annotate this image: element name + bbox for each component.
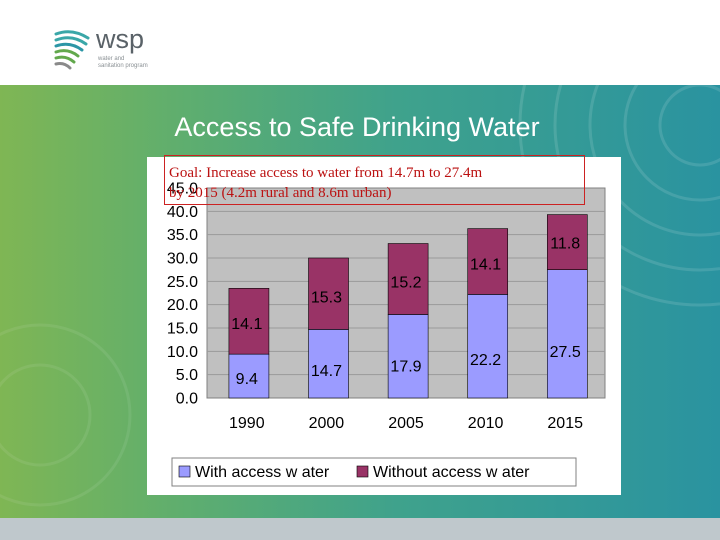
wsp-logo: wsp water and sanitation program (54, 26, 148, 70)
logo-tagline-2: sanitation program (98, 63, 148, 69)
legend-label-with-access: With access w ater (195, 464, 330, 481)
y-tick-label: 45.0 (167, 181, 198, 198)
y-tick-label: 25.0 (167, 274, 198, 291)
data-label-without-access: 15.3 (311, 289, 342, 306)
y-tick-label: 15.0 (167, 321, 198, 338)
bar-without-access (467, 228, 509, 295)
data-label-without-access: 11.8 (550, 236, 580, 253)
data-label-without-access: 14.1 (470, 256, 501, 273)
wave-icon (54, 30, 90, 70)
y-tick-label: 40.0 (167, 204, 198, 221)
y-tick-label: 0.0 (176, 391, 198, 408)
y-tick-label: 10.0 (167, 344, 198, 361)
chart-content: 0.0 5.0 10.0 15.0 20.0 25.0 30.0 35.0 40.0 45.0 9.… (167, 181, 606, 487)
data-label-with-access: 14.7 (311, 363, 342, 380)
x-tick-label: 2005 (388, 415, 424, 432)
slide-footer-bar (0, 518, 720, 540)
x-tick-label: 2015 (547, 415, 583, 432)
data-label-with-access: 22.2 (470, 352, 501, 369)
bar-with-access (387, 314, 429, 399)
legend-label-without-access: Without access w ater (373, 464, 530, 481)
data-label-with-access: 9.4 (236, 371, 258, 388)
goal-line-1: Goal: Increase access to water from 14.7… (169, 165, 483, 181)
bar-without-access (547, 214, 588, 270)
bar-without-access (228, 288, 270, 355)
logo-wordmark: wsp (95, 26, 144, 54)
bar-with-access (308, 329, 349, 399)
data-label-with-access: 17.9 (390, 358, 421, 375)
data-label-without-access: 14.1 (231, 316, 262, 333)
logo-tagline-1: water and (97, 56, 124, 62)
ripple-decoration (0, 85, 720, 507)
slide-title: Access to Safe Drinking Water (174, 112, 540, 142)
bar-with-access (547, 269, 588, 399)
y-tick-label: 30.0 (167, 251, 198, 268)
data-label-with-access: 27.5 (550, 344, 581, 361)
chart-panel: 0.0 5.0 10.0 15.0 20.0 25.0 30.0 35.0 40.0 45.0 9.… (147, 157, 621, 495)
legend-swatch-with-access (178, 465, 191, 478)
y-tick-label: 20.0 (167, 297, 198, 314)
slide-header: wsp water and sanitation program (0, 0, 720, 85)
legend-swatch-without-access (356, 465, 369, 478)
legend-box (171, 457, 577, 487)
bar-with-access (467, 294, 509, 399)
y-tick-label: 35.0 (167, 227, 198, 244)
goal-annotation: Goal: Increase access to water from 14.7… (164, 155, 585, 205)
x-tick-label: 2000 (309, 415, 345, 432)
goal-line-2: by 2015 (4.2m rural and 8.6m urban) (169, 185, 392, 201)
bar-without-access (308, 257, 349, 330)
data-label-without-access: 15.2 (390, 275, 421, 292)
x-tick-label: 1990 (229, 415, 265, 432)
x-tick-label: 2010 (468, 415, 504, 432)
stacked-bar-chart: 0.0 5.0 10.0 15.0 20.0 25.0 30.0 35.0 40.0 45.0 9.… (167, 181, 606, 487)
bar-without-access (387, 243, 429, 315)
y-tick-label: 5.0 (176, 367, 198, 384)
